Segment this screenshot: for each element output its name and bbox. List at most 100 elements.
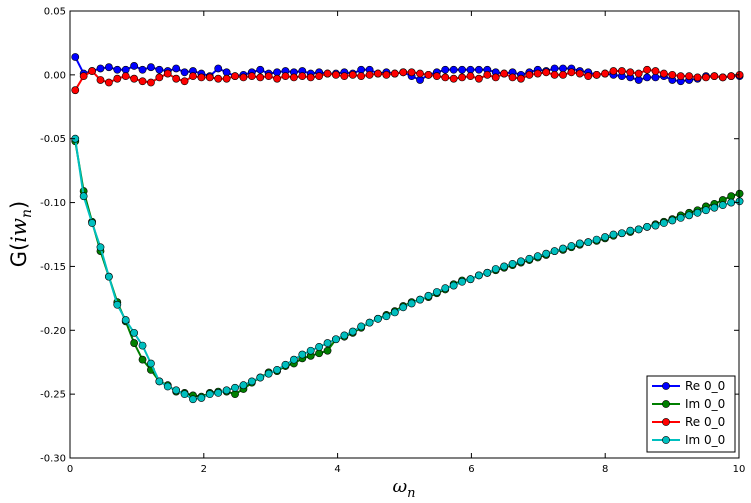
x-tick-label: 0 (67, 464, 73, 475)
data-point (121, 316, 130, 324)
data-point (491, 73, 500, 82)
data-point (104, 63, 113, 72)
data-point (214, 74, 223, 83)
y-axis-label-math: iw (7, 218, 31, 243)
legend-entry: Re 0_0 (652, 415, 725, 429)
data-point (374, 69, 382, 78)
data-point (189, 72, 197, 81)
data-point (634, 225, 643, 234)
data-point (71, 86, 80, 95)
data-point (735, 189, 744, 198)
y-tick-label: -0.05 (40, 134, 66, 145)
data-point (180, 68, 189, 77)
series-4 (71, 134, 744, 404)
data-point (449, 281, 458, 290)
data-point (584, 238, 593, 247)
data-point (340, 331, 349, 340)
data-point (273, 365, 281, 374)
legend-marker (662, 400, 670, 408)
data-point (247, 377, 256, 386)
data-point (449, 65, 458, 74)
data-point (626, 68, 635, 77)
data-point (104, 272, 113, 281)
data-point (542, 68, 551, 77)
data-point (466, 72, 475, 81)
data-point (668, 216, 677, 225)
series-3 (71, 65, 744, 95)
data-point (685, 72, 694, 81)
data-point (315, 342, 324, 351)
legend-marker (662, 418, 670, 426)
data-point (559, 244, 567, 253)
data-point (424, 70, 433, 79)
data-point (441, 284, 450, 293)
data-point (256, 373, 265, 382)
data-point (474, 74, 483, 83)
data-point (113, 65, 122, 74)
data-point (399, 303, 408, 312)
data-point (634, 69, 643, 78)
legend-marker (662, 436, 670, 444)
data-point (407, 299, 416, 308)
data-point (609, 230, 618, 239)
legend-entry: Re 0_0 (652, 379, 725, 393)
data-point (533, 69, 542, 78)
data-point (298, 72, 307, 81)
data-point (289, 355, 298, 364)
data-point (702, 73, 710, 82)
data-point (575, 69, 584, 78)
data-point (79, 192, 88, 201)
legend-entry: Im 0_0 (652, 433, 725, 447)
y-tick-label: -0.20 (40, 326, 66, 337)
data-point (172, 64, 181, 73)
data-point (601, 233, 609, 241)
data-point (155, 65, 164, 74)
x-axis-label: ωn (392, 476, 415, 501)
data-point (718, 201, 727, 210)
data-point (281, 360, 290, 369)
data-point (365, 70, 374, 79)
data-point (306, 73, 315, 82)
data-point (197, 394, 206, 402)
data-point (247, 72, 256, 81)
data-point (231, 383, 239, 392)
data-point (609, 67, 618, 75)
data-point (96, 64, 105, 73)
data-point (601, 69, 609, 78)
data-point (256, 73, 265, 82)
data-point (643, 73, 651, 82)
data-point (155, 377, 164, 386)
data-point (130, 328, 139, 337)
data-point (130, 62, 139, 70)
data-point (718, 73, 727, 82)
legend: Re 0_0 Im 0_0 Re 0_0 Im 0_0 (646, 375, 736, 453)
data-point (130, 339, 139, 347)
data-point (491, 265, 500, 273)
data-point (214, 388, 223, 397)
data-point (189, 395, 197, 404)
data-point (474, 271, 483, 280)
data-point (79, 72, 88, 81)
data-point (710, 203, 719, 212)
data-point (517, 257, 525, 266)
data-point (693, 208, 702, 217)
data-point (407, 68, 416, 77)
data-point (113, 300, 122, 309)
data-point (205, 390, 214, 399)
data-point (710, 72, 719, 81)
data-point (147, 63, 155, 72)
data-point (458, 277, 466, 286)
data-point (500, 262, 509, 271)
data-point (727, 198, 736, 207)
data-point (163, 69, 172, 78)
y-axis-label-close: ) (7, 201, 31, 209)
legend-entries: Re 0_0 Im 0_0 Re 0_0 Im 0_0 (652, 379, 725, 447)
data-point (281, 72, 290, 81)
data-point (96, 243, 105, 252)
series-layer (71, 53, 744, 404)
data-point (550, 247, 559, 255)
data-point (575, 239, 584, 248)
data-point (483, 70, 492, 79)
data-point (71, 53, 80, 61)
data-point (88, 67, 96, 75)
